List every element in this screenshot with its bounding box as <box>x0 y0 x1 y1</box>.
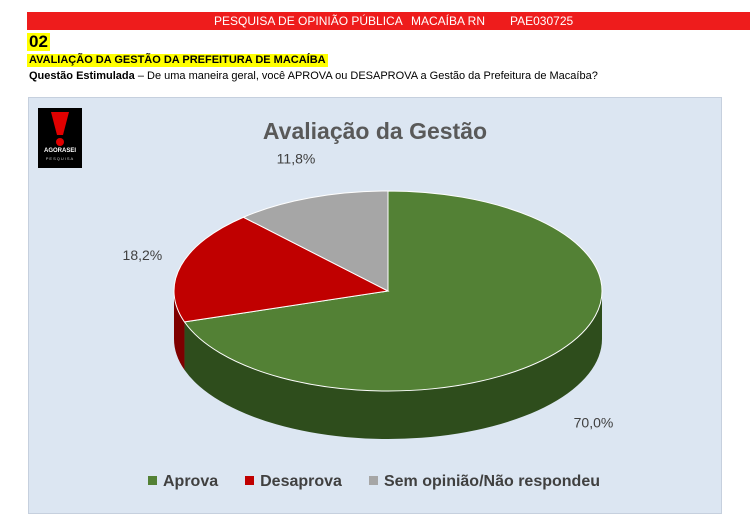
logo-subtext: PESQUISA <box>45 156 75 161</box>
legend-label-sem-opiniao: Sem opinião/Não respondeu <box>383 473 600 490</box>
question-number: 02 <box>27 32 50 51</box>
pie-side-aprova <box>184 291 602 439</box>
exclamation-icon <box>51 112 69 146</box>
question-title: AVALIAÇÃO DA GESTÃO DA PREFEITURA DE MAC… <box>27 54 328 67</box>
data-label-sem-opiniao: 11,8% <box>277 151 316 167</box>
logo: AGORASEI PESQUISA <box>38 108 82 168</box>
question-type-label: Questão Estimulada <box>29 70 135 82</box>
pie-slice-sem-opiniao <box>242 190 389 292</box>
header-survey: PESQUISA DE OPINIÃO PÚBLICA <box>214 14 403 28</box>
pie-slice-aprova <box>183 190 603 392</box>
pie-side-desaprova <box>174 291 185 370</box>
legend-item-desaprova: Desaprova <box>245 473 342 491</box>
data-label-aprova: 70,0% <box>574 415 614 431</box>
legend-label-aprova: Aprova <box>163 473 219 490</box>
pie-slice-desaprova <box>173 216 390 323</box>
logo-text: AGORASEI <box>43 148 76 154</box>
chart-legend: Aprova Desaprova Sem opinião/Não respondeu <box>148 473 627 495</box>
header-code: PAE030725 <box>510 14 574 28</box>
legend-label-desaprova: Desaprova <box>260 473 342 490</box>
legend-item-sem-opiniao: Sem opinião/Não respondeu <box>368 473 600 491</box>
question-text: Questão Estimulada – De uma maneira gera… <box>29 69 598 83</box>
legend-swatch-sem-opiniao <box>368 476 378 486</box>
legend-swatch-desaprova <box>245 476 255 486</box>
legend-swatch-aprova <box>148 476 157 486</box>
question-body: – De uma maneira geral, você APROVA ou D… <box>134 70 598 82</box>
header-bar: PESQUISA DE OPINIÃO PÚBLICA MACAÍBA RN P… <box>27 12 750 30</box>
chart-title: Avaliação da Gestão <box>262 118 488 144</box>
legend-item-aprova: Aprova <box>148 473 218 491</box>
header-location: MACAÍBA RN <box>411 14 486 28</box>
data-label-desaprova: 18,2% <box>123 247 163 263</box>
